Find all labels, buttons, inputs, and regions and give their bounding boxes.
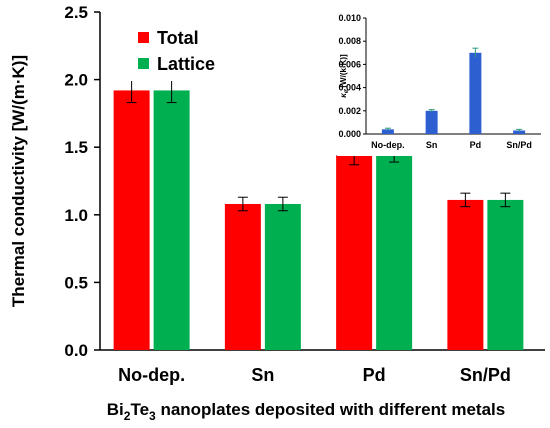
inset-y-tick-label: 0.008 bbox=[338, 36, 361, 46]
legend-label-total: Total bbox=[157, 28, 199, 48]
legend-label-lattice: Lattice bbox=[157, 54, 215, 74]
y-axis-title: Thermal conductivity [W/(m·K)] bbox=[9, 55, 28, 307]
x-axis-title-sub-2: 2 bbox=[124, 409, 131, 423]
bar-total-pd bbox=[336, 155, 373, 350]
inset-category-label-no-dep: No-dep. bbox=[371, 140, 405, 150]
bar-total-no-dep bbox=[113, 90, 150, 350]
inset-bar-pd bbox=[469, 52, 482, 134]
bar-total-sn-pd bbox=[447, 199, 484, 350]
inset-y-tick-label: 0.002 bbox=[338, 106, 361, 116]
legend-swatch-lattice bbox=[138, 58, 149, 69]
inset-bar-sn bbox=[425, 110, 438, 134]
main-y-tick-label: 0.5 bbox=[64, 273, 88, 292]
inset-y-axis-title-sub: e bbox=[344, 89, 350, 93]
main-bars bbox=[113, 77, 524, 350]
inset-bars bbox=[381, 47, 526, 134]
legend: Total Lattice bbox=[124, 23, 232, 81]
x-axis-title: Bi2Te3 nanoplates deposited with differe… bbox=[107, 400, 505, 423]
category-label-pd: Pd bbox=[363, 365, 386, 385]
x-axis-title-rest: nanoplates deposited with different meta… bbox=[156, 400, 506, 419]
inset-category-label-pd: Pd bbox=[470, 140, 482, 150]
inset-bar-no-dep bbox=[381, 129, 394, 134]
bar-lattice-pd bbox=[376, 155, 413, 350]
legend-swatch-total bbox=[138, 32, 149, 43]
inset-background bbox=[337, 8, 547, 156]
inset-category-labels: No-dep. Sn Pd Sn/Pd bbox=[371, 140, 532, 150]
x-axis-title-sub-3: 3 bbox=[149, 409, 156, 423]
category-label-sn: Sn bbox=[251, 365, 274, 385]
category-label-sn-pd: Sn/Pd bbox=[460, 365, 511, 385]
inset-y-axis-title-symbol: κ bbox=[339, 93, 348, 98]
inset-y-axis-title: κe [W/(k·K)] bbox=[339, 54, 350, 98]
inset-plot: 0.000 0.002 0.004 0.006 0.008 0.010 No-dep. Sn… bbox=[337, 8, 547, 156]
x-axis-title-bi: Bi bbox=[107, 400, 124, 419]
bar-lattice-sn-pd bbox=[487, 199, 524, 350]
inset-y-axis-title-unit: [W/(k·K)] bbox=[339, 54, 348, 90]
inset-y-ticks: 0.000 0.002 0.004 0.006 0.008 0.010 bbox=[338, 13, 366, 139]
main-category-labels: No-dep. Sn Pd Sn/Pd bbox=[118, 365, 511, 385]
main-y-ticks: 0.0 0.5 1.0 1.5 2.0 2.5 bbox=[64, 3, 100, 360]
main-y-tick-label: 2.5 bbox=[64, 3, 88, 22]
bar-lattice-no-dep bbox=[153, 90, 190, 350]
inset-y-tick-label: 0.010 bbox=[338, 13, 361, 23]
x-axis-title-te: Te bbox=[130, 400, 149, 419]
main-y-tick-label: 2.0 bbox=[64, 71, 88, 90]
main-y-tick-label: 0.0 bbox=[64, 341, 88, 360]
main-plot-area: 0.0 0.5 1.0 1.5 2.0 2.5 No-dep. Sn Pd Sn/Pd bbox=[64, 3, 545, 385]
main-y-tick-label: 1.0 bbox=[64, 206, 88, 225]
category-label-no-dep: No-dep. bbox=[118, 365, 185, 385]
bar-lattice-sn bbox=[264, 203, 301, 350]
inset-category-label-sn-pd: Sn/Pd bbox=[506, 140, 532, 150]
main-y-tick-label: 1.5 bbox=[64, 138, 88, 157]
inset-y-tick-label: 0.004 bbox=[338, 83, 361, 93]
inset-y-tick-label: 0.000 bbox=[338, 129, 361, 139]
inset-bar-sn-pd bbox=[513, 130, 526, 134]
bar-total-sn bbox=[224, 203, 261, 350]
inset-category-label-sn: Sn bbox=[426, 140, 438, 150]
inset-y-tick-label: 0.006 bbox=[338, 59, 361, 69]
